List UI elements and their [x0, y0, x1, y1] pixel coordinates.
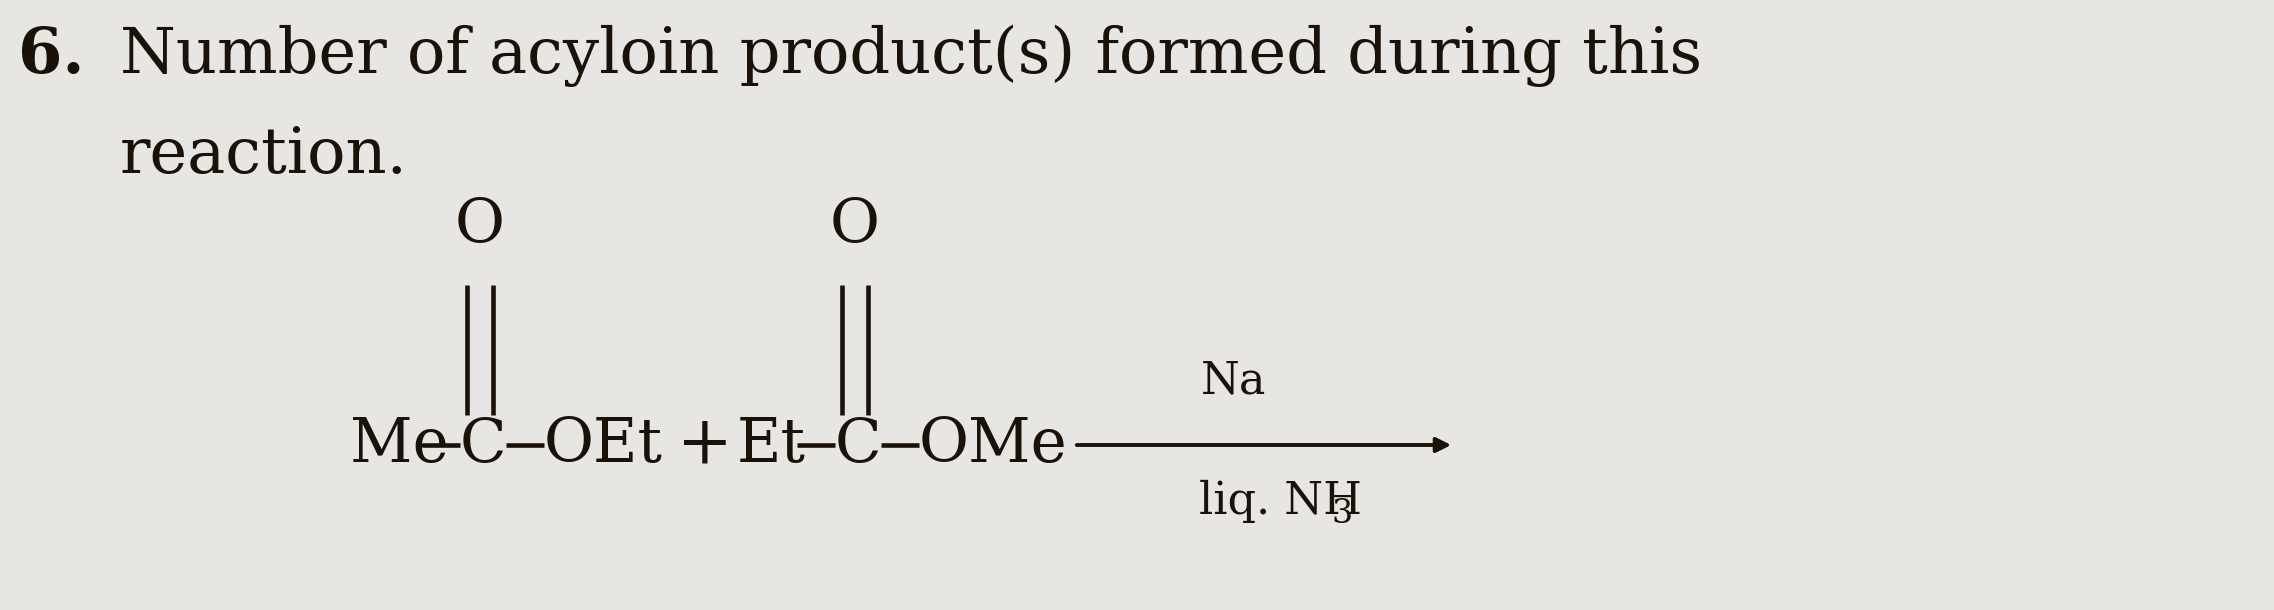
Text: 3: 3	[1330, 498, 1353, 530]
Text: Et: Et	[737, 415, 805, 475]
Text: 6.: 6.	[18, 25, 84, 86]
Text: Me: Me	[350, 415, 448, 475]
Text: liq. NH: liq. NH	[1198, 480, 1362, 523]
Text: OMe: OMe	[919, 415, 1069, 475]
Text: C: C	[459, 415, 507, 475]
Text: O: O	[455, 195, 505, 255]
Text: reaction.: reaction.	[121, 125, 407, 186]
Text: +: +	[678, 412, 732, 478]
Text: Number of acyloin product(s) formed during this: Number of acyloin product(s) formed duri…	[121, 25, 1703, 87]
Text: O: O	[830, 195, 880, 255]
Text: OEt: OEt	[543, 415, 664, 475]
Text: Na: Na	[1201, 360, 1267, 403]
Text: C: C	[835, 415, 882, 475]
